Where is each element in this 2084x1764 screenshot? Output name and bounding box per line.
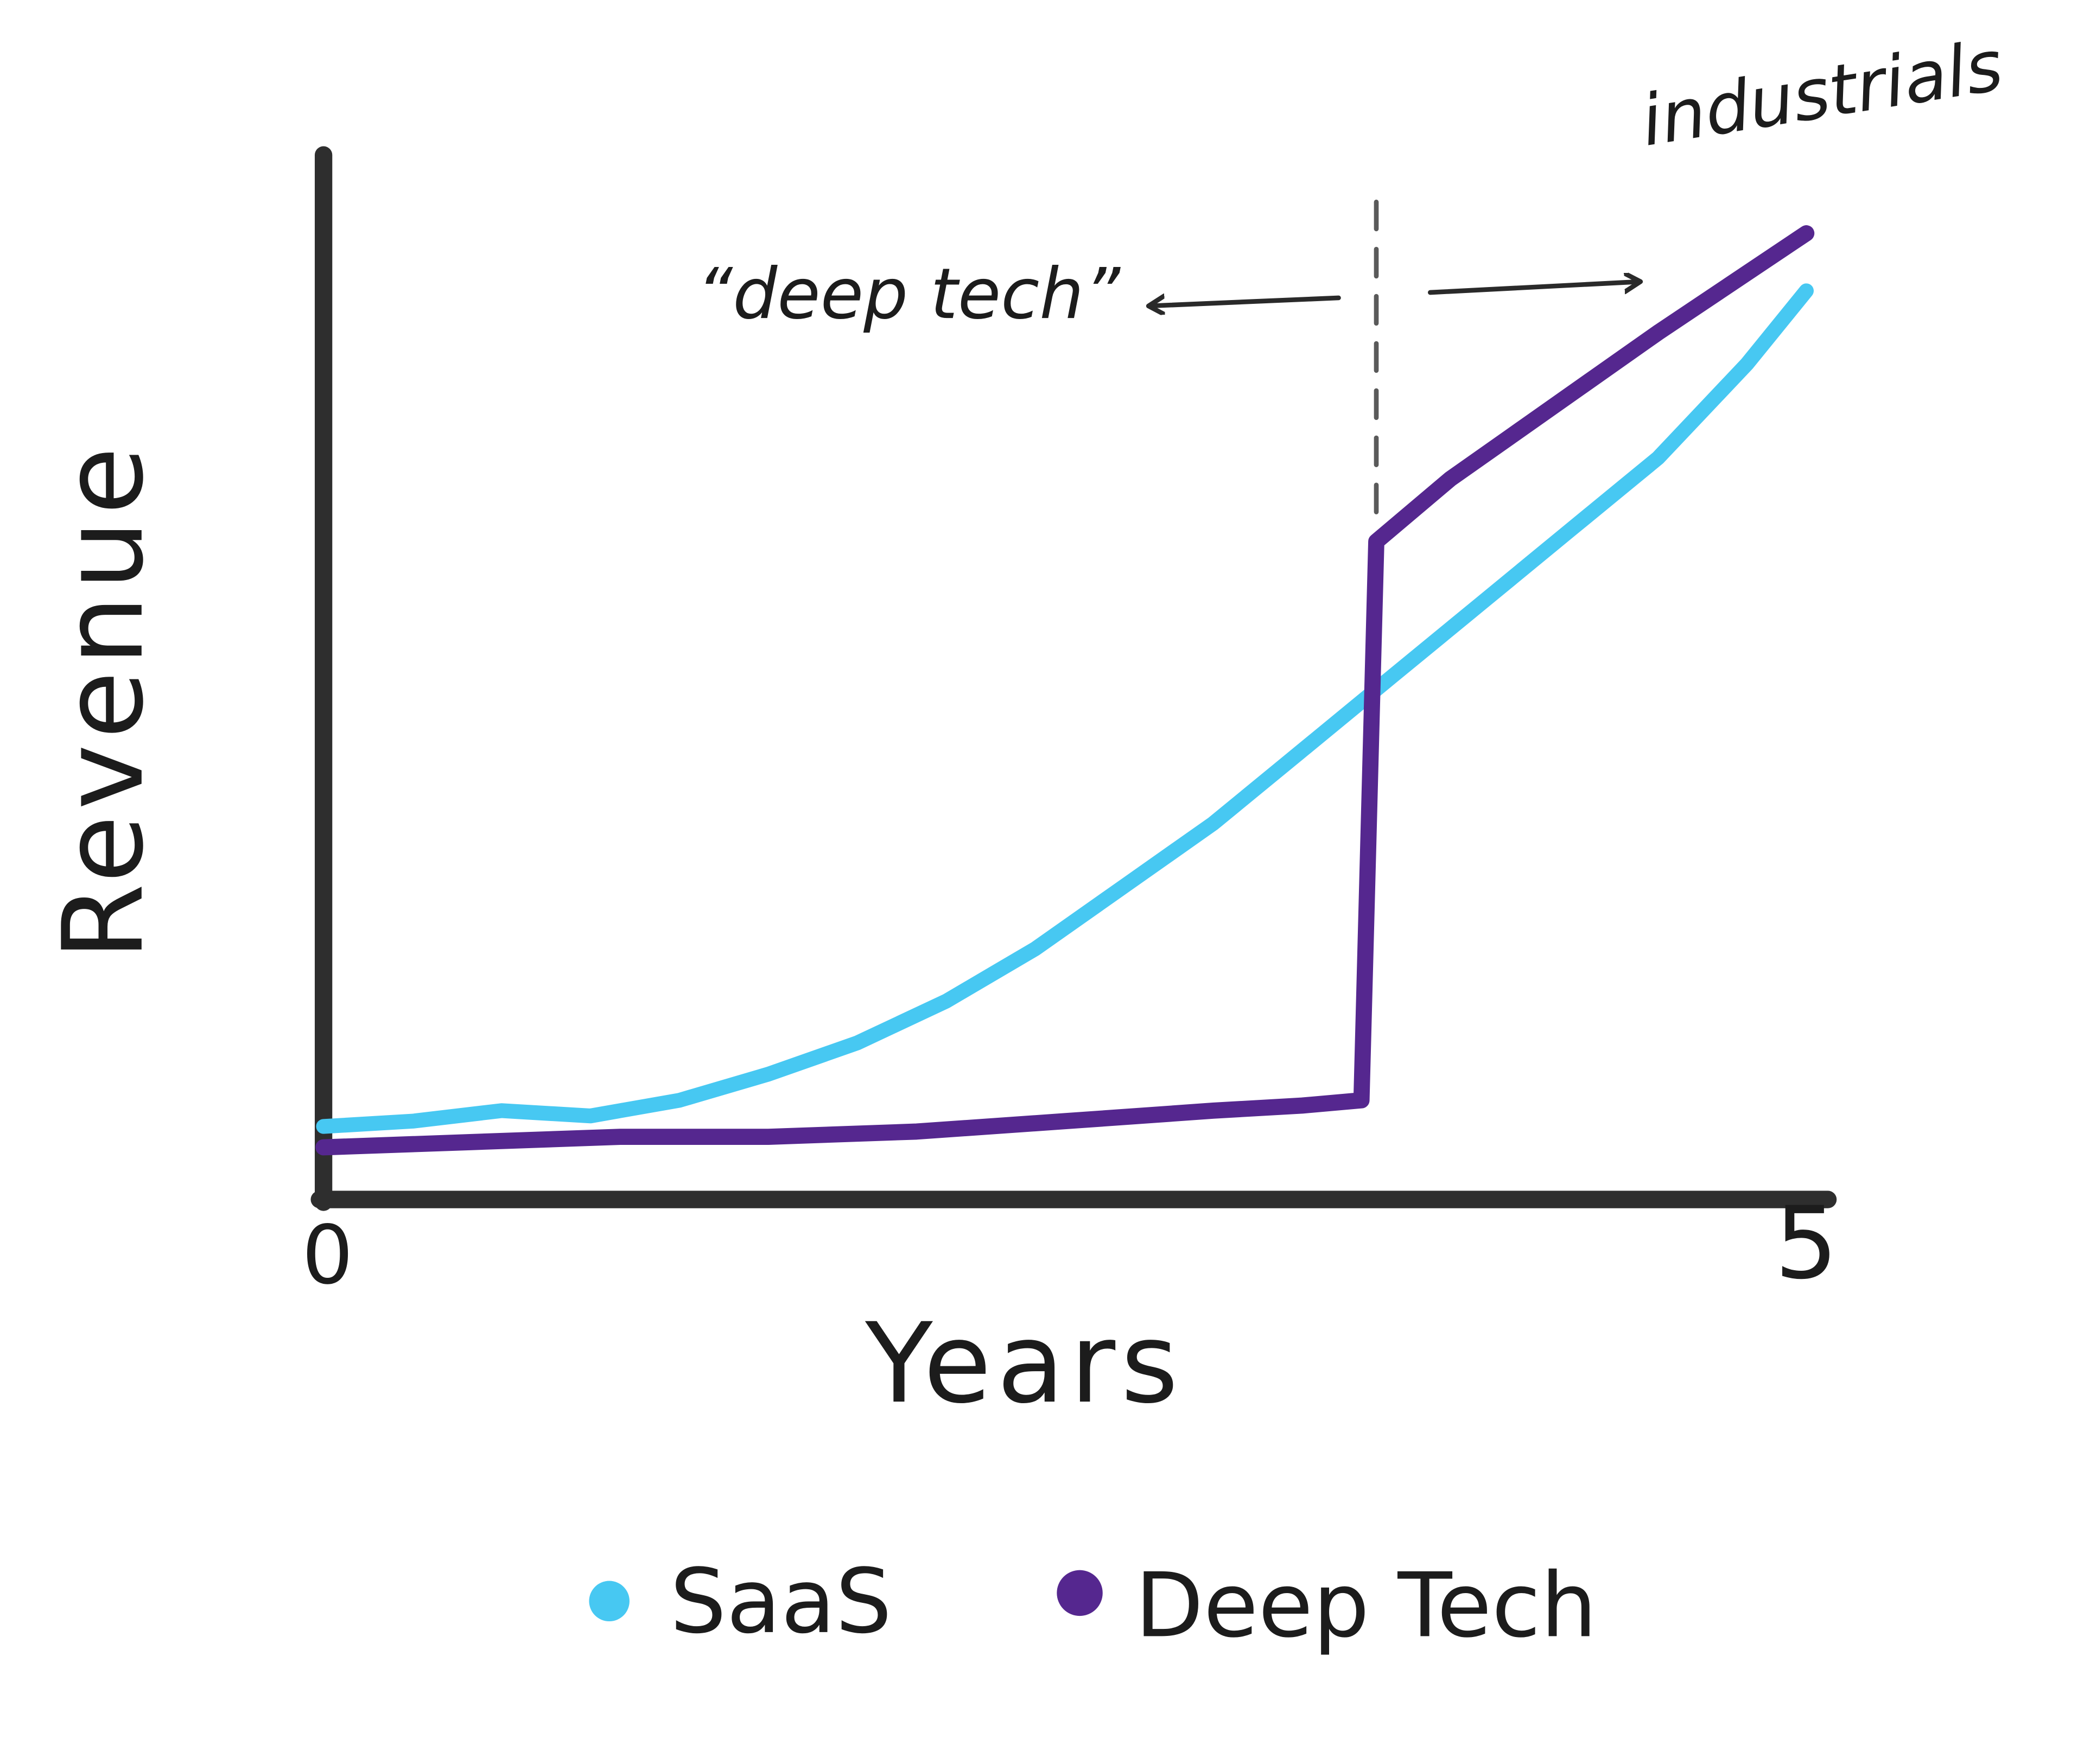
industrials-annotation: industrials: [1636, 25, 2008, 162]
y-axis-label: Revenue: [40, 441, 168, 960]
legend-label-saas: SaaS: [670, 1550, 892, 1653]
legend-label-deep-tech: Deep Tech: [1135, 1553, 1597, 1657]
x-tick-0: 0: [302, 1209, 353, 1303]
axes: [310, 146, 1837, 1211]
series-lines: [315, 225, 1815, 1156]
right-arrow-icon: [1427, 282, 1639, 295]
deep-tech-annotation: “deep tech”: [696, 253, 1121, 335]
left-arrow-icon: [1150, 298, 1341, 306]
deep-tech-line: [315, 225, 1815, 1156]
x-tick-5: 5: [1775, 1186, 1838, 1302]
saas-line: [316, 283, 1814, 1134]
legend-dot-saas: [589, 1581, 630, 1622]
legend-dot-deep-tech: [1057, 1570, 1103, 1616]
legend: SaaS Deep Tech: [589, 1550, 1597, 1657]
x-axis-label: Years: [865, 1300, 1184, 1428]
